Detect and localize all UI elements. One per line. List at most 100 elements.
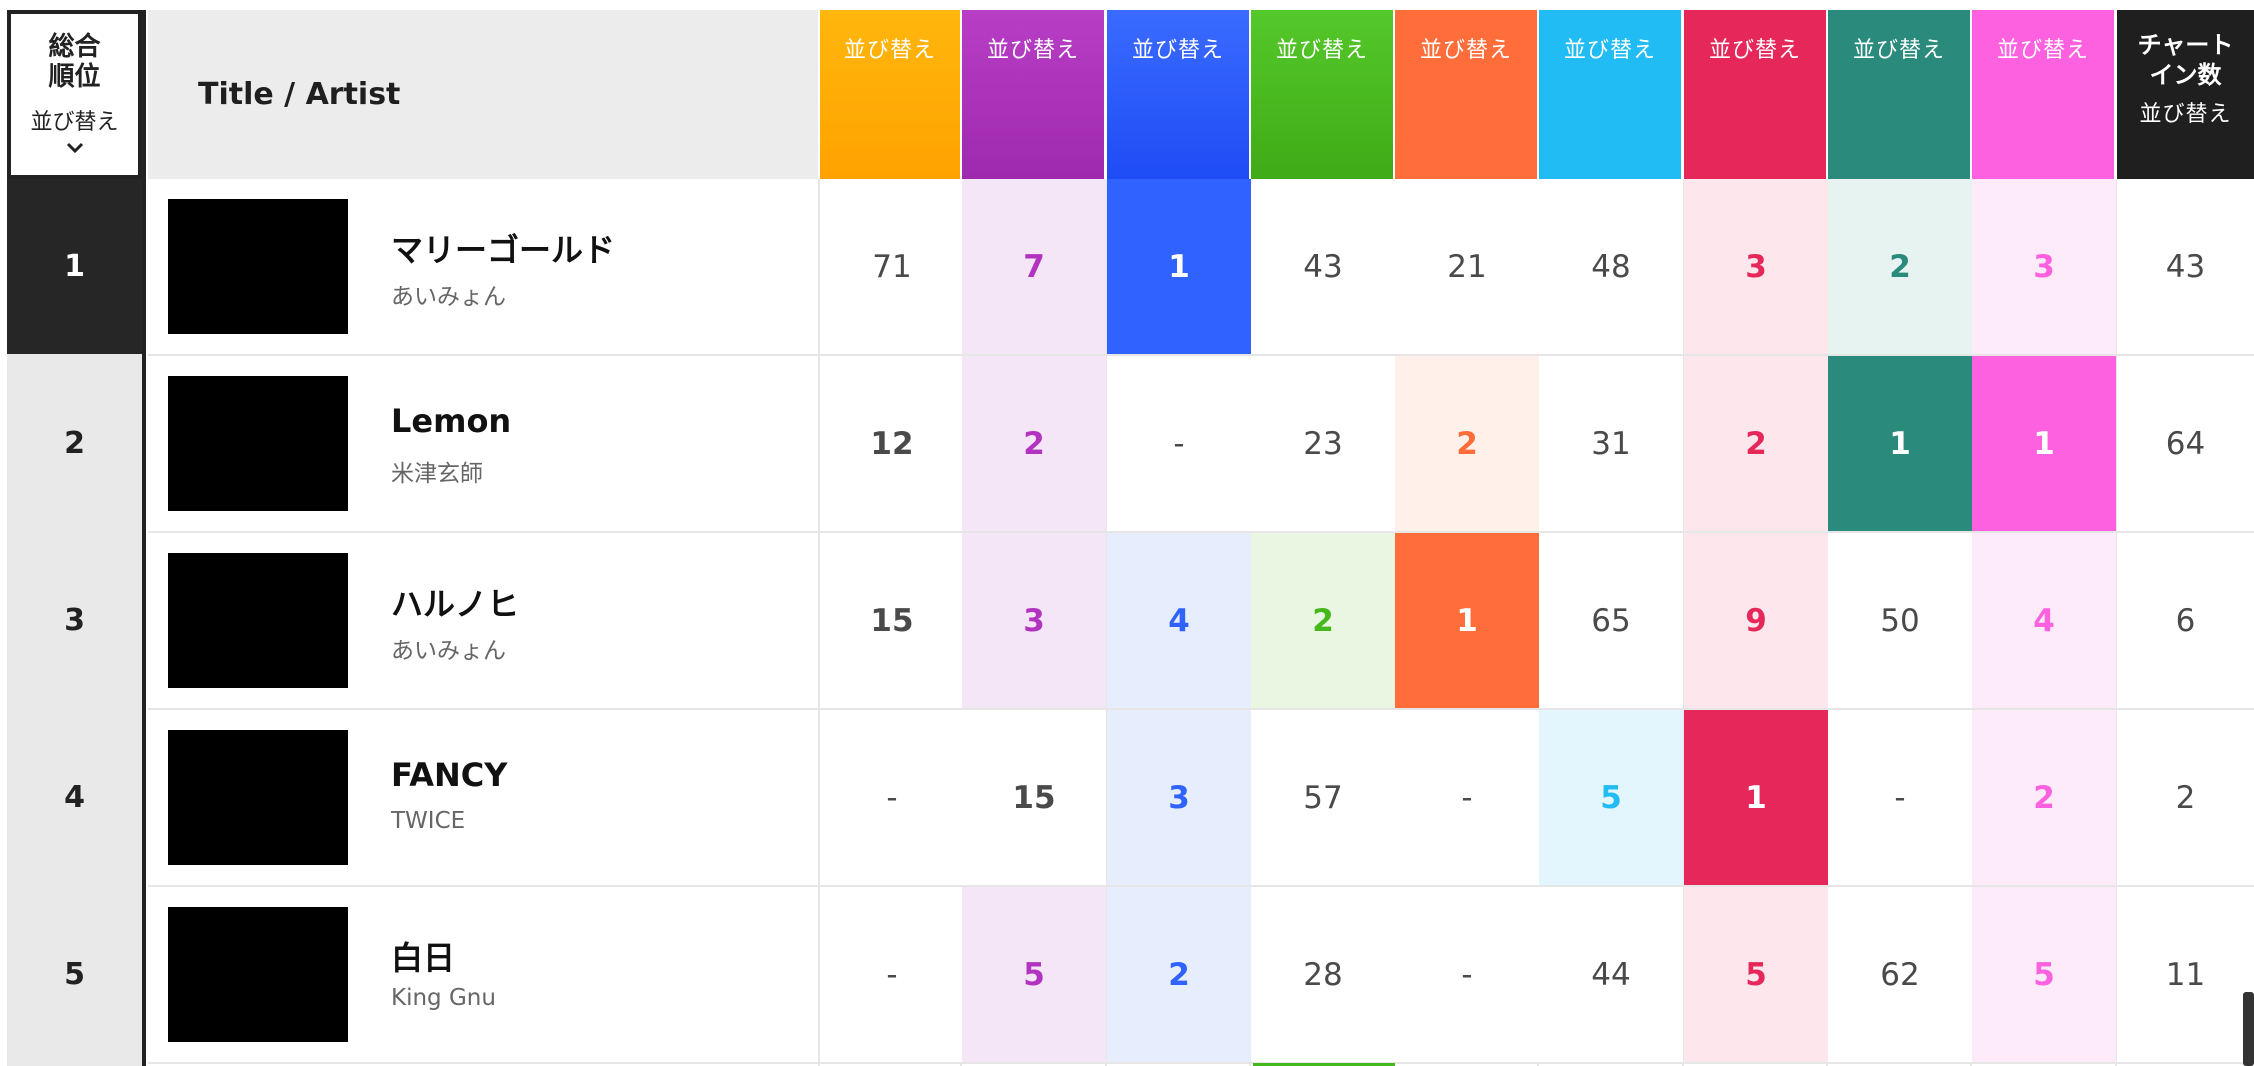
rank-cell-col-8: 2 — [1828, 179, 1972, 354]
song-title[interactable]: 白日 — [391, 939, 456, 977]
rank-cell-col-3: 4 — [1107, 533, 1251, 708]
chevron-down-icon — [1022, 70, 1044, 82]
rank-number: 3 — [64, 603, 85, 638]
column-header-5[interactable]: 並び替え — [1395, 10, 1537, 179]
rank-cell-col-3: 2 — [1107, 887, 1251, 1062]
column-header-9[interactable]: 並び替え — [1972, 10, 2114, 179]
rank-cell-col-1: 12 — [820, 356, 964, 531]
title-artist-label: Title / Artist — [198, 77, 401, 112]
chevron-down-icon — [1455, 70, 1477, 82]
sort-label: 並び替え — [1131, 38, 1224, 63]
column-header-4[interactable]: 並び替え — [1251, 10, 1393, 179]
chevron-down-icon — [1888, 70, 1910, 82]
rank-cell-col-3: - — [1107, 356, 1251, 531]
column-divider — [2115, 179, 2117, 1066]
sort-label: 並び替え — [2139, 102, 2232, 127]
row-separator — [148, 885, 2254, 887]
song-title[interactable]: マリーゴールド — [391, 231, 616, 269]
song-thumbnail[interactable] — [168, 730, 348, 865]
column-header-10[interactable]: チャート イン数並び替え — [2117, 10, 2254, 179]
rank-cell-col-9: 2 — [1972, 710, 2116, 885]
rank-cell-col-4: 43 — [1251, 179, 1395, 354]
rank-cell-col-1: 15 — [820, 533, 964, 708]
song-title[interactable]: FANCY — [391, 756, 508, 794]
rank-cell-col-9: 5 — [1972, 887, 2116, 1062]
rank-cell-col-4: 23 — [1251, 356, 1395, 531]
rank-cell-col-7: 9 — [1684, 533, 1828, 708]
sort-label: 並び替え — [1563, 38, 1656, 63]
rank-cell-col-4: 2 — [1251, 533, 1395, 708]
row-separator — [148, 1062, 2254, 1064]
song-thumbnail[interactable] — [168, 376, 348, 511]
song-thumbnail[interactable] — [168, 907, 348, 1042]
column-header-2[interactable]: 並び替え — [962, 10, 1104, 179]
chart-in-line1: チャート — [2137, 31, 2234, 59]
chevron-down-icon — [1599, 70, 1621, 82]
rank-cell-col-5: 2 — [1395, 356, 1539, 531]
rank-sort-header[interactable]: 総合 順位 並び替え — [7, 10, 142, 179]
trend-arrow-icon — [722, 792, 770, 808]
song-artist[interactable]: 米津玄師 — [391, 461, 483, 487]
title-artist-header: Title / Artist — [148, 10, 818, 179]
rank-cell-col-2: 5 — [962, 887, 1106, 1062]
column-header-1[interactable]: 並び替え — [820, 10, 960, 179]
sort-label: 並び替え — [1419, 38, 1512, 63]
rank-number: 5 — [64, 957, 85, 992]
column-header-8[interactable]: 並び替え — [1828, 10, 1970, 179]
sort-label: 並び替え — [1708, 38, 1801, 63]
rank-cell-col-7: 1 — [1684, 710, 1828, 885]
rank-cell-col-1: - — [820, 887, 964, 1062]
scrollbar-thumb[interactable] — [2243, 992, 2254, 1066]
rank-cell-col-5: - — [1395, 887, 1539, 1062]
rank-cell-col-8: 62 — [1828, 887, 1972, 1062]
rank-header-line2: 順位 — [48, 62, 101, 92]
rank-column-divider — [142, 10, 146, 1066]
rank-cell-col-10: 64 — [2117, 356, 2254, 531]
rank-cell-col-4: 28 — [1251, 887, 1395, 1062]
chevron-down-icon — [1167, 70, 1189, 82]
song-title[interactable]: ハルノヒ — [391, 585, 520, 623]
column-header-7[interactable]: 並び替え — [1684, 10, 1826, 179]
rank-cell-col-9: 3 — [1972, 179, 2116, 354]
radio-column-indicator — [1253, 1063, 1395, 1066]
rank-cell-col-10: 11 — [2117, 887, 2254, 1062]
rank-cell-col-10: 2 — [2117, 710, 2254, 885]
rank-cell-col-9: 4 — [1972, 533, 2116, 708]
rank-cell-col-3: 1 — [1107, 179, 1251, 354]
chart-in-count-title: チャート イン数 — [2117, 30, 2254, 90]
song-artist[interactable]: King Gnu — [391, 985, 496, 1011]
rank-cell-col-5: 1 — [1395, 533, 1539, 708]
song-artist[interactable]: あいみょん — [391, 284, 506, 310]
rank-number: 1 — [7, 179, 142, 354]
trend-arrow-icon — [722, 615, 770, 631]
rank-cell-col-6: 31 — [1539, 356, 1683, 531]
row-separator — [148, 531, 2254, 533]
song-thumbnail[interactable] — [168, 553, 348, 688]
sort-label: 並び替え — [1275, 38, 1368, 63]
rank-cell-col-1: - — [820, 710, 964, 885]
column-header-3[interactable]: 並び替え — [1107, 10, 1249, 179]
row-separator — [148, 708, 2254, 710]
rank-cell-col-9: 1 — [1972, 356, 2116, 531]
column-header-6[interactable]: 並び替え — [1539, 10, 1681, 179]
song-artist[interactable]: あいみょん — [391, 638, 506, 664]
rank-cell-col-5: 21 — [1395, 179, 1539, 354]
trend-arrow-icon — [722, 261, 770, 277]
sort-label: 並び替え — [1996, 38, 2089, 63]
rank-cell-col-6: 5 — [1539, 710, 1683, 885]
rank-header-line1: 総合 — [48, 32, 101, 62]
rank-cell-col-2: 3 — [962, 533, 1106, 708]
rank-cell-col-2: 15 — [962, 710, 1106, 885]
rank-cell-col-6: 48 — [1539, 179, 1683, 354]
column-divider — [1682, 179, 1684, 1066]
rank-cell-col-3: 3 — [1107, 710, 1251, 885]
song-thumbnail[interactable] — [168, 199, 348, 334]
sort-label: 並び替え — [1852, 38, 1945, 63]
song-title[interactable]: Lemon — [391, 402, 512, 440]
trend-arrow-icon — [722, 438, 770, 454]
rank-cell-col-7: 5 — [1684, 887, 1828, 1062]
song-artist[interactable]: TWICE — [391, 808, 466, 834]
chevron-down-icon — [1311, 70, 1333, 82]
rank-cell-col-8: 1 — [1828, 356, 1972, 531]
